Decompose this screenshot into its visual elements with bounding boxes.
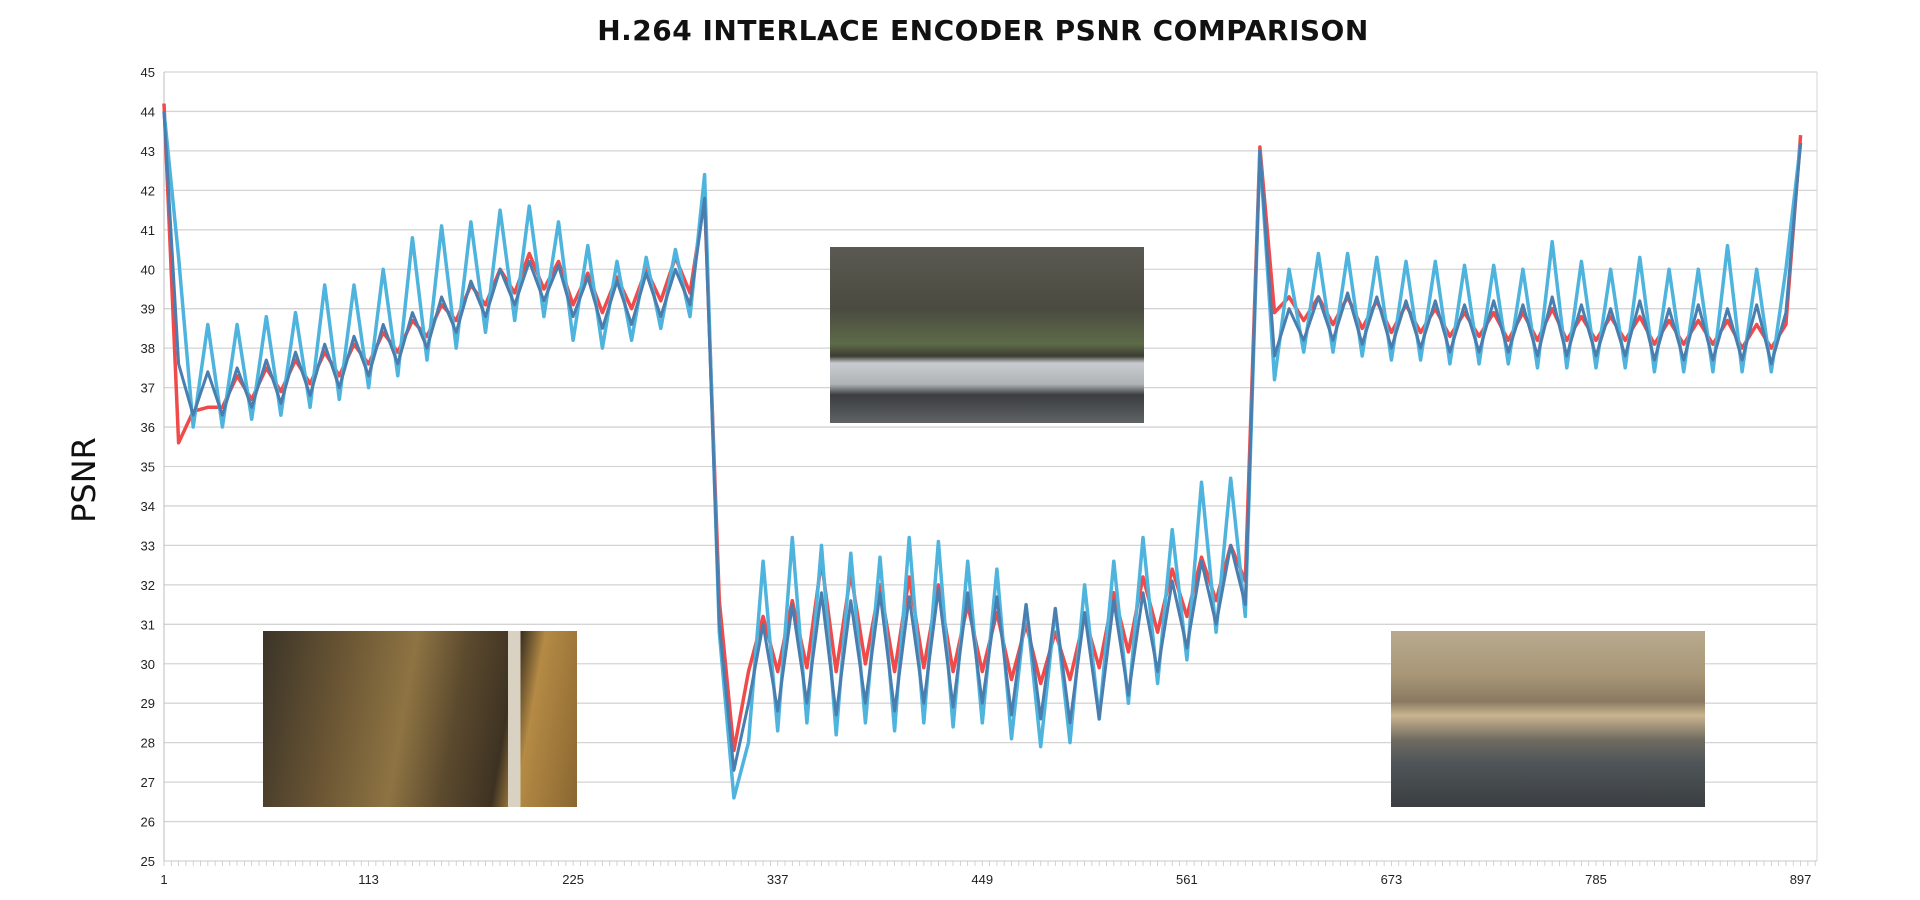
y-tick-label: 37 [141, 381, 155, 396]
x-tick-label: 1 [160, 872, 167, 887]
y-tick-label: 33 [141, 538, 155, 553]
series-line-3 [162, 111, 1803, 772]
series-line-2 [162, 111, 1803, 800]
y-tick-label: 45 [141, 65, 155, 80]
y-tick-label: 25 [141, 854, 155, 869]
series-lines [162, 103, 1803, 800]
y-tick-label: 35 [141, 460, 155, 475]
y-tick-label: 30 [141, 657, 155, 672]
x-tick-label: 225 [562, 872, 584, 887]
city-skyline-photo [1391, 631, 1705, 807]
y-tick-label: 28 [141, 736, 155, 751]
y-tick-label: 26 [141, 815, 155, 830]
y-tick-label: 38 [141, 341, 155, 356]
y-tick-labels: 25 26 27 28 29 30 31 32 33 34 35 36 37 38 39 40 41 42 43 44… [141, 65, 155, 869]
x-tick-label: 561 [1176, 872, 1198, 887]
y-tick-label: 31 [141, 617, 155, 632]
y-tick-label: 34 [141, 499, 155, 514]
chart-title: H.264 INTERLACE ENCODER PSNR COMPARISON [597, 14, 1369, 47]
y-tick-label: 36 [141, 420, 155, 435]
y-tick-label: 41 [141, 223, 155, 238]
y-tick-label: 40 [141, 262, 155, 277]
x-tick-label: 449 [971, 872, 993, 887]
x-tick-label: 785 [1585, 872, 1607, 887]
y-tick-label: 39 [141, 302, 155, 317]
x-tick-label: 113 [358, 872, 379, 887]
x-tick-labels: 1 113 225 337 449 561 673 785 897 [160, 872, 1811, 887]
y-tick-label: 29 [141, 696, 155, 711]
park-waterfront-photo [830, 247, 1144, 423]
y-tick-label: 42 [141, 183, 155, 198]
x-tick-label: 897 [1790, 872, 1812, 887]
y-tick-label: 32 [141, 578, 155, 593]
x-tick-label: 673 [1381, 872, 1403, 887]
y-tick-label: 27 [141, 775, 155, 790]
ship-museum-photo [263, 631, 577, 807]
y-tick-label: 44 [141, 104, 155, 119]
y-tick-label: 43 [141, 144, 155, 159]
x-tick-label: 337 [767, 872, 789, 887]
